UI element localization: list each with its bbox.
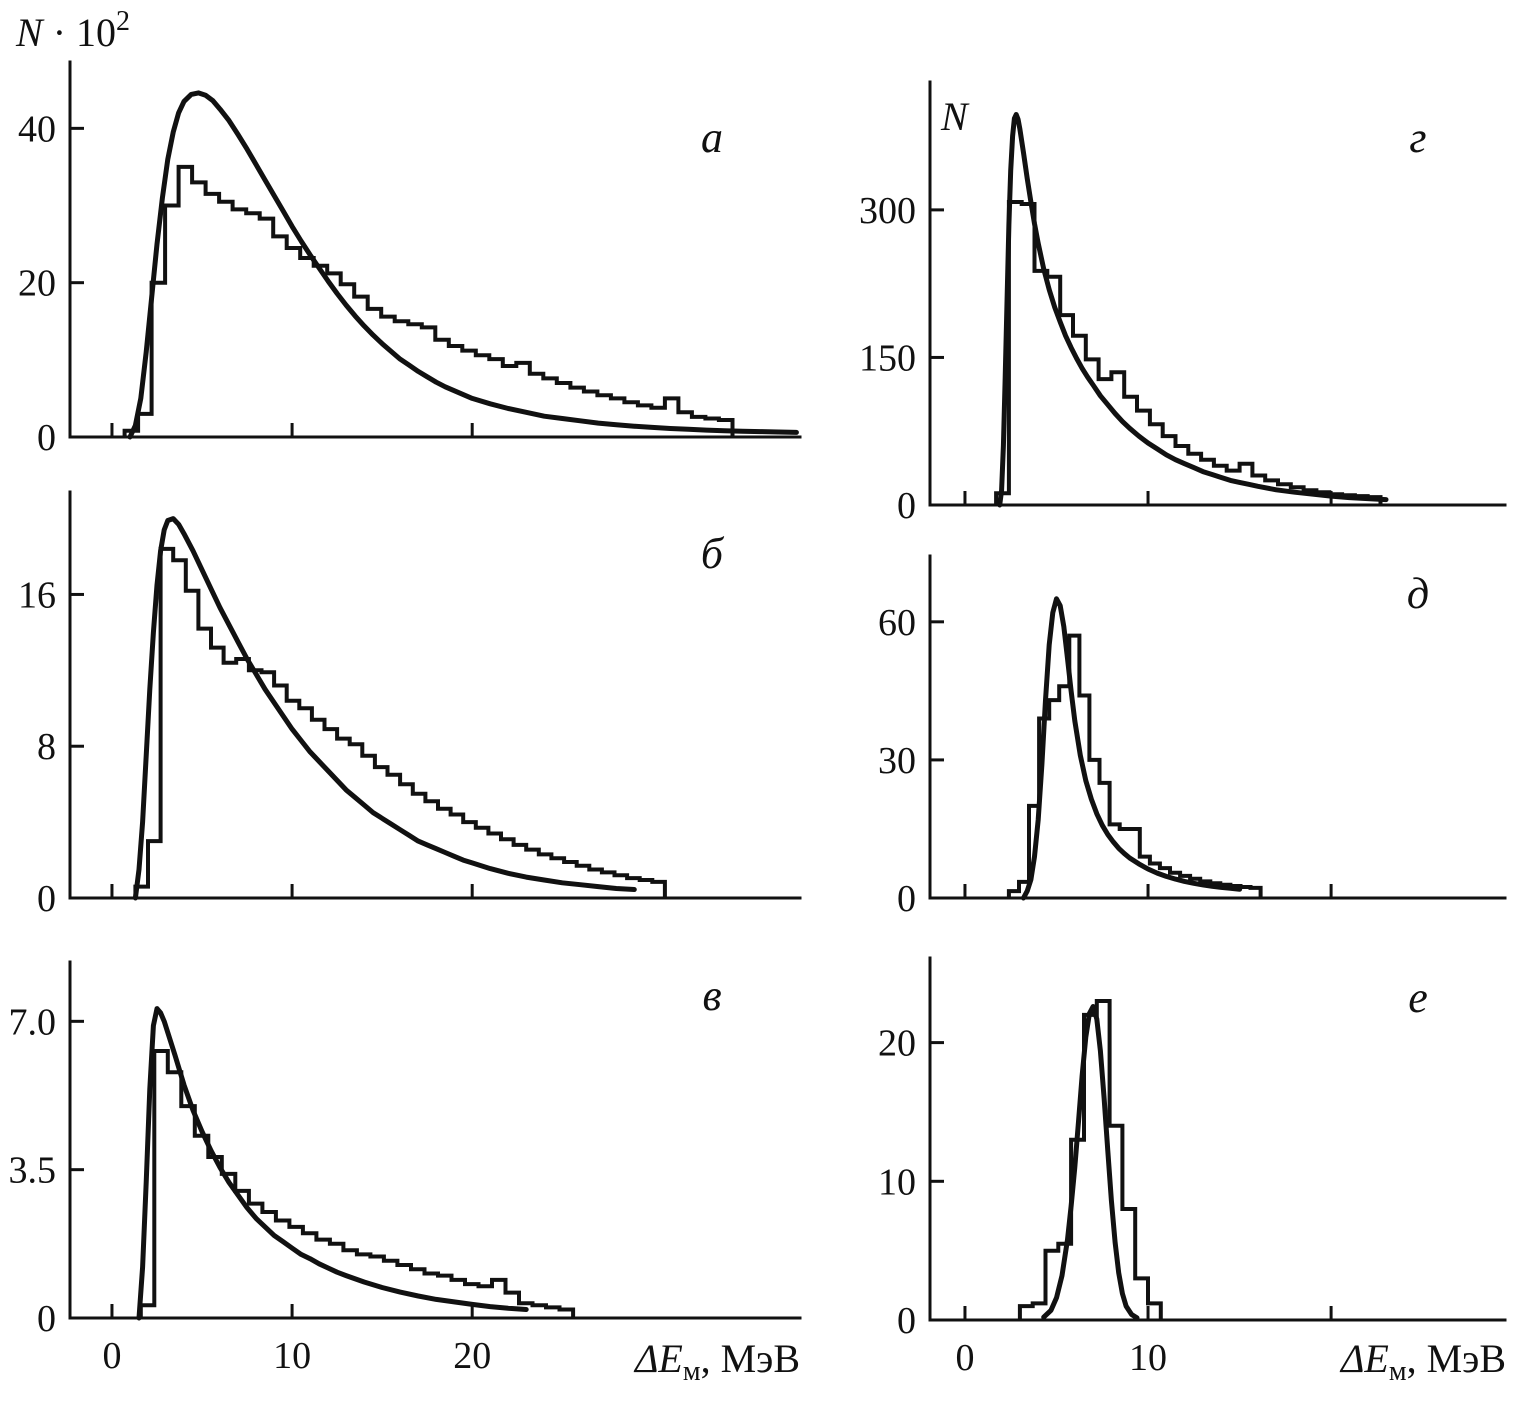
axes: [68, 960, 802, 1320]
data-histogram: [1006, 633, 1263, 898]
panel-б: 0 8 16 б: [18, 490, 802, 920]
y-tick-label: 20: [878, 1023, 916, 1065]
panel-letter: д: [1407, 569, 1429, 618]
panel-letter: а: [701, 113, 723, 162]
model-curve: [132, 516, 637, 901]
y-tick-label: 0: [897, 485, 916, 527]
y-tick-label: 7.0: [9, 1001, 57, 1043]
data-histogram: [133, 546, 667, 898]
y-tick-label: 8: [37, 726, 56, 768]
y-tick-label: 0: [897, 878, 916, 920]
y-tick-label: 30: [878, 740, 916, 782]
data-histogram: [1017, 999, 1163, 1320]
panel-е: 0 10 0 10 20 е ΔEм, МэВ: [878, 956, 1507, 1387]
panel-letter: е: [1408, 973, 1428, 1022]
model-curve: [136, 1006, 529, 1321]
data-histogram: [122, 164, 735, 437]
x-tick-label: 10: [1129, 1337, 1167, 1379]
x-tick-label: 20: [453, 1335, 491, 1377]
panel-letter: б: [701, 529, 725, 578]
y-tick-label: 40: [18, 108, 56, 150]
panel-letter: г: [1409, 113, 1426, 162]
panel-в: 0 10 20 0 3.5 7.0 в ΔEм, МэВ: [9, 960, 802, 1387]
y-tick-label: 0: [37, 878, 56, 920]
y-tick-label: 10: [878, 1161, 916, 1203]
x-axis-title: ΔEм, МэВ: [633, 1336, 800, 1387]
y-tick-label: 0: [37, 1298, 56, 1340]
y-tick-label: 3.5: [9, 1150, 57, 1192]
x-axis-title: ΔEм, МэВ: [1339, 1336, 1506, 1387]
data-histogram: [994, 200, 1383, 505]
model-curve: [997, 112, 1389, 508]
data-histogram: [138, 1049, 576, 1318]
model-curve: [127, 90, 799, 440]
y-tick-label: 20: [18, 263, 56, 305]
panel-д: 0 30 60 д: [878, 554, 1507, 920]
panel-letter: в: [702, 971, 721, 1020]
panel-а: 0 20 40 а N · 102: [15, 6, 802, 459]
x-tick-label: 0: [102, 1335, 121, 1377]
y-tick-label: 0: [37, 417, 56, 459]
y-axis-title: N: [940, 94, 970, 139]
x-tick-label: 10: [273, 1335, 311, 1377]
y-tick-label: 150: [859, 337, 916, 379]
y-axis-title: N · 102: [15, 6, 130, 55]
y-tick-label: 16: [18, 574, 56, 616]
axes: [68, 490, 802, 900]
model-curve: [1041, 1004, 1140, 1321]
panel-г: 0 150 300 г N: [859, 80, 1507, 527]
model-curve: [1021, 596, 1243, 901]
x-tick-label: 0: [955, 1337, 974, 1379]
y-tick-label: 0: [897, 1300, 916, 1342]
y-tick-label: 300: [859, 190, 916, 232]
y-tick-label: 60: [878, 602, 916, 644]
